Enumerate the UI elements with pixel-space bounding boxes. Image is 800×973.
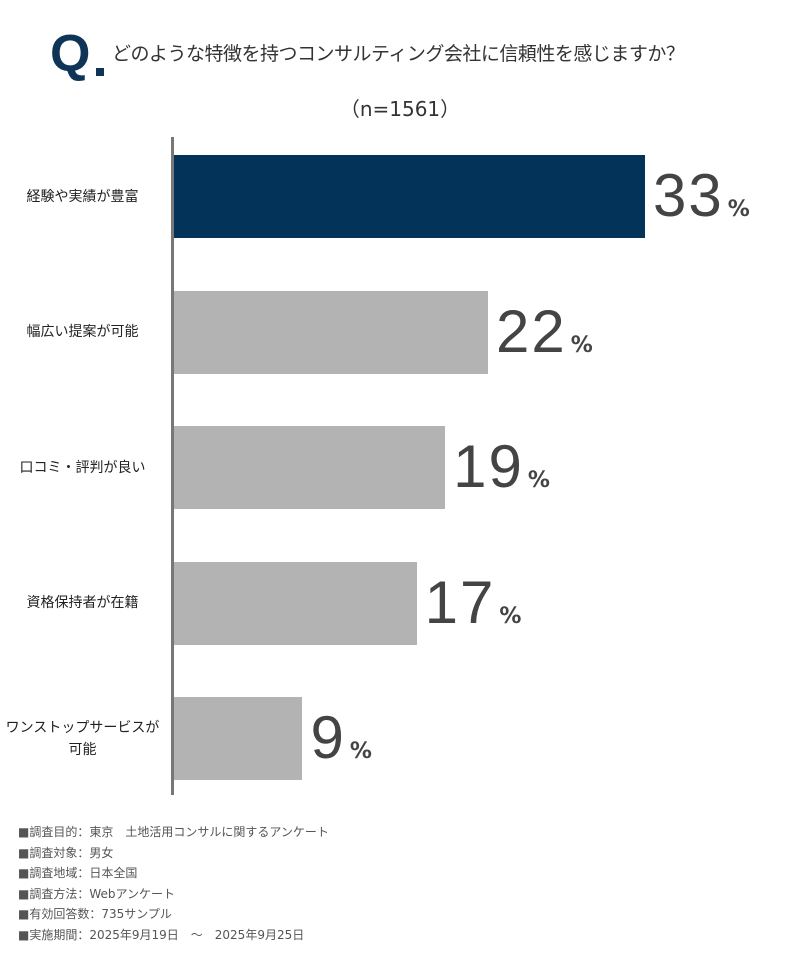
question-mark-logo: Q [50, 25, 91, 83]
category-label-line: 可能 [68, 741, 97, 758]
question-mark-dot [96, 68, 104, 76]
bar [174, 290, 488, 374]
category-label: 幅広い提案が可能 [0, 321, 165, 343]
category-label-line: 経験や実績が豊富 [26, 188, 139, 205]
data-label-unit: % [349, 739, 372, 764]
bar [174, 155, 645, 238]
data-label-value: 22 [496, 297, 567, 365]
category-label-line: 幅広い提案が可能 [26, 324, 139, 340]
category-label-line: 口コミ・評判が良い [19, 459, 146, 476]
bar [174, 426, 446, 509]
data-label-value: 17 [424, 568, 496, 636]
category-label-line: ワンストップサービスが [5, 719, 160, 736]
note-line: ■調査地域：日本全国 [18, 866, 138, 880]
data-label: 9% [310, 703, 371, 773]
category-label: 口コミ・評判が良い [0, 457, 165, 479]
note-line: ■有効回答数：735サンプル [18, 907, 172, 921]
data-label-unit: % [570, 332, 593, 358]
bar [174, 561, 417, 645]
category-label: ワンストップサービスが 可能 [0, 717, 165, 761]
y-axis-line [171, 137, 174, 795]
chart-title: どのような特徴を持つコンサルティング会社に信頼性を感じますか？ [112, 43, 685, 65]
category-label: 資格保持者が在籍 [0, 592, 165, 614]
data-label: 22% [496, 297, 593, 367]
data-label-value: 9 [310, 704, 346, 771]
note-line: ■調査対象：男女 [18, 845, 114, 860]
data-label-unit: % [499, 603, 522, 629]
data-label: 17% [425, 568, 522, 638]
data-label-value: 19 [453, 433, 524, 500]
data-label: 19% [453, 432, 550, 502]
data-label-unit: % [727, 197, 750, 222]
data-label: 33% [653, 161, 750, 231]
note-line: ■調査方法：Webアンケート [18, 886, 176, 901]
category-label: 経験や実績が豊富 [0, 186, 165, 208]
note-line: ■調査目的：東京 土地活用コンサルに関するアンケート [18, 825, 329, 839]
data-label-unit: % [527, 468, 550, 493]
bar [174, 697, 303, 780]
sample-size: （n=1561） [339, 97, 461, 121]
note-line: ■実施期間：2025年9月19日 ～ 2025年9月25日 [18, 927, 305, 942]
data-label-value: 33 [653, 162, 724, 229]
category-label-line: 資格保持者が在籍 [26, 595, 139, 611]
survey-notes: ■調査目的：東京 土地活用コンサルに関するアンケート ■調査対象：男女 ■調査地… [18, 822, 329, 945]
